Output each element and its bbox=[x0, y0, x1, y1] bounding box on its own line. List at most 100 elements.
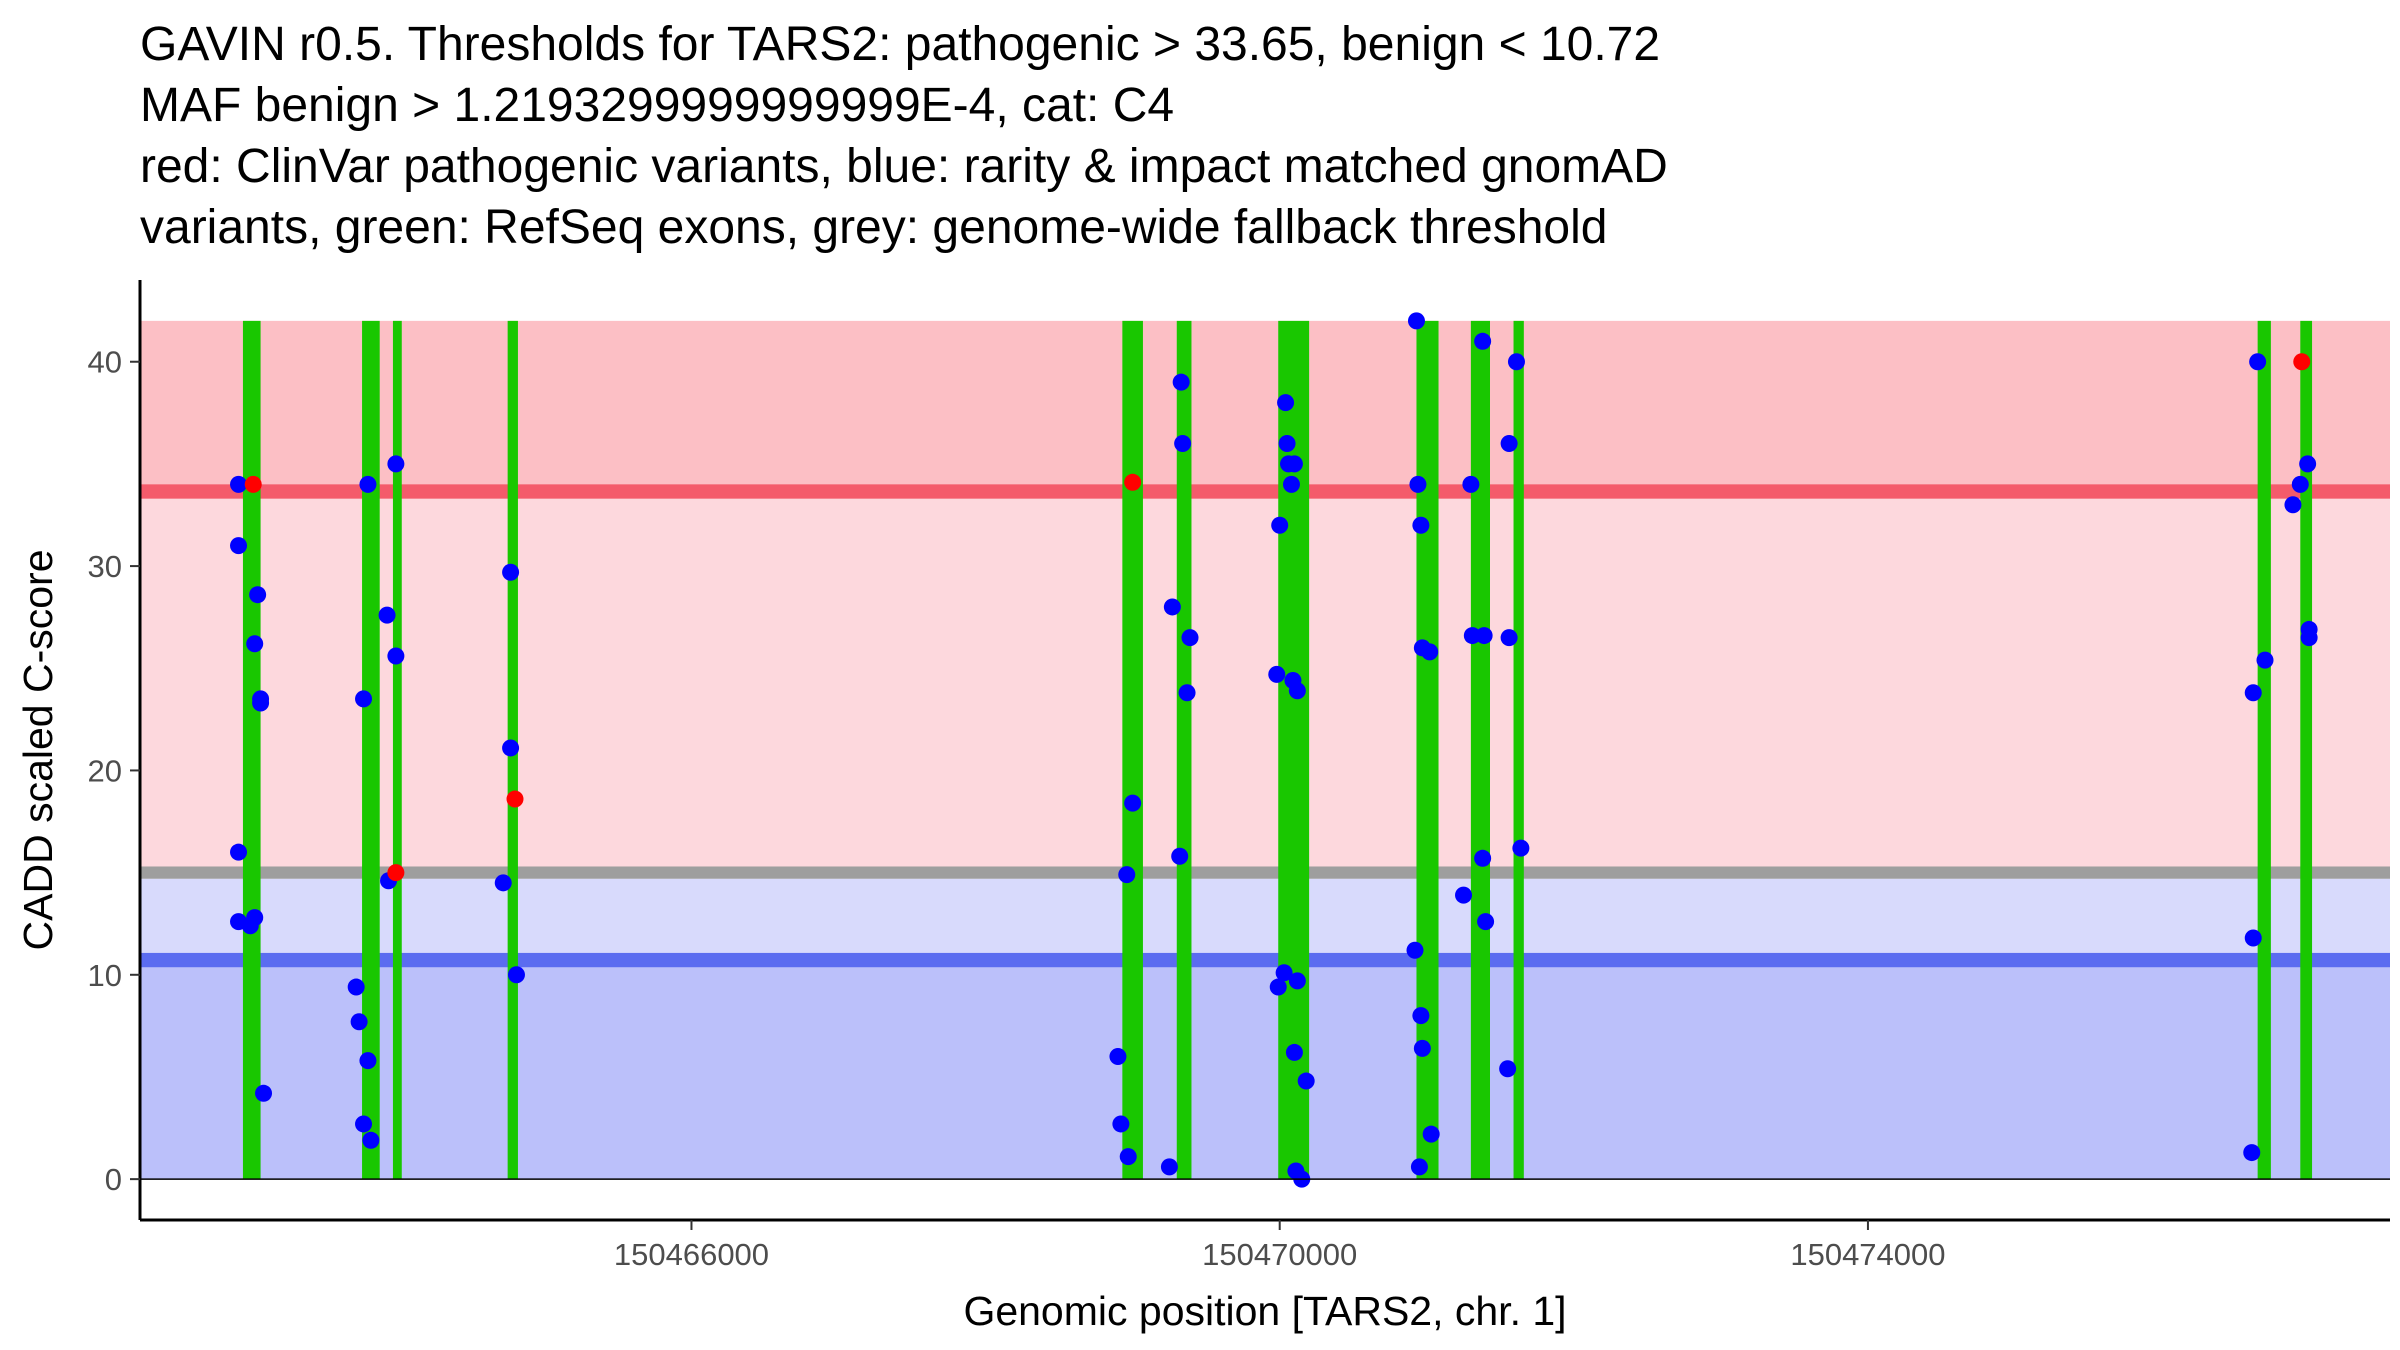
gnomad-point-49 bbox=[1288, 682, 1306, 700]
gnomad-point-74 bbox=[1499, 1060, 1517, 1078]
data-points bbox=[230, 312, 2318, 1188]
title-line-2: MAF benign > 1.2193299999999999E-4, cat:… bbox=[140, 79, 1175, 132]
gnomad-point-26 bbox=[507, 966, 525, 984]
pathogenic-band-mid bbox=[140, 491, 2390, 867]
gnomad-point-11 bbox=[255, 1084, 273, 1102]
gnomad-point-86 bbox=[2300, 629, 2318, 647]
gnomad-point-40 bbox=[1269, 978, 1287, 996]
gnomad-point-22 bbox=[387, 647, 405, 665]
exon-11 bbox=[2257, 320, 2271, 1180]
gnomad-point-8 bbox=[252, 694, 270, 712]
pathogenic-band-top bbox=[140, 320, 2390, 492]
gnomad-point-57 bbox=[1406, 941, 1424, 959]
gnomad-point-76 bbox=[1512, 839, 1530, 857]
gnomad-point-84 bbox=[2299, 455, 2317, 473]
benign-band-mid bbox=[140, 878, 2390, 961]
gnomad-point-15 bbox=[359, 475, 377, 493]
gnomad-point-71 bbox=[1477, 913, 1495, 931]
gnomad-point-35 bbox=[1174, 434, 1192, 452]
gnomad-point-43 bbox=[1277, 394, 1295, 412]
gnomad-point-78 bbox=[2244, 929, 2262, 947]
threshold-bands bbox=[140, 320, 2390, 1180]
gnomad-point-3 bbox=[230, 843, 248, 861]
gnomad-point-10 bbox=[241, 917, 259, 935]
clinvar-point-5 bbox=[2293, 353, 2311, 371]
title-line-1: GAVIN r0.5. Thresholds for TARS2: pathog… bbox=[140, 18, 1661, 71]
gnomad-point-6 bbox=[246, 635, 264, 653]
gnomad-point-19 bbox=[378, 606, 396, 624]
x-tick-label-1: 150466000 bbox=[614, 1237, 769, 1272]
gnomad-point-73 bbox=[1500, 629, 1518, 647]
gnomad-point-61 bbox=[1413, 1039, 1431, 1057]
gnomad-point-67 bbox=[1463, 627, 1481, 645]
y-tick-label-40: 40 bbox=[88, 345, 122, 380]
chart-title: GAVIN r0.5. Thresholds for TARS2: pathog… bbox=[140, 14, 2380, 258]
gnomad-point-51 bbox=[1285, 1043, 1303, 1061]
exon-12 bbox=[2300, 320, 2313, 1180]
gnomad-point-14 bbox=[355, 690, 373, 708]
gnomad-point-29 bbox=[1119, 1148, 1137, 1166]
exon-2 bbox=[362, 320, 380, 1180]
gnomad-point-39 bbox=[1268, 665, 1286, 683]
gnomad-point-33 bbox=[1163, 598, 1181, 616]
exon-9 bbox=[1470, 320, 1490, 1180]
x-tick-label-2: 150470000 bbox=[1202, 1237, 1357, 1272]
gnomad-point-30 bbox=[1118, 866, 1136, 884]
gnomad-point-16 bbox=[359, 1052, 377, 1070]
gnomad-point-17 bbox=[355, 1115, 373, 1133]
gnomad-point-46 bbox=[1282, 475, 1300, 493]
clinvar-point-1 bbox=[244, 475, 262, 493]
fallback-threshold-line bbox=[140, 866, 2390, 879]
gnomad-point-50 bbox=[1288, 972, 1306, 990]
gnomad-point-63 bbox=[1421, 643, 1439, 661]
exon-layer bbox=[242, 320, 2313, 1180]
benign-band-low bbox=[140, 960, 2390, 1180]
gnomad-point-24 bbox=[502, 563, 520, 581]
gnomad-point-44 bbox=[1278, 434, 1296, 452]
gnomad-point-58 bbox=[1412, 516, 1430, 534]
gnomad-point-25 bbox=[502, 739, 520, 757]
exon-3 bbox=[392, 320, 402, 1180]
gnomad-point-31 bbox=[1124, 794, 1142, 812]
title-line-4: variants, green: RefSeq exons, grey: gen… bbox=[140, 201, 1608, 254]
exon-10 bbox=[1513, 320, 1524, 1180]
gnomad-point-72 bbox=[1500, 434, 1518, 452]
gnomad-point-32 bbox=[1160, 1158, 1178, 1176]
exon-8 bbox=[1416, 320, 1439, 1180]
gnomad-point-75 bbox=[1507, 353, 1525, 371]
gnomad-point-60 bbox=[1412, 1007, 1430, 1025]
gnomad-point-80 bbox=[2249, 353, 2267, 371]
benign-threshold-line bbox=[140, 952, 2390, 968]
gnomad-point-5 bbox=[249, 586, 267, 604]
exon-6 bbox=[1176, 320, 1192, 1180]
gnomad-point-83 bbox=[2291, 475, 2309, 493]
y-tick-label-30: 30 bbox=[88, 549, 122, 584]
gnomad-point-47 bbox=[1285, 455, 1303, 473]
gnomad-point-70 bbox=[1474, 849, 1492, 867]
gnomad-point-41 bbox=[1271, 516, 1289, 534]
pathogenic-threshold-line bbox=[140, 484, 2390, 499]
axes: 0 10 20 30 40 150466000 150470000 150474000 bbox=[88, 280, 2390, 1272]
gnomad-point-42 bbox=[1275, 964, 1293, 982]
gnomad-point-62 bbox=[1410, 1158, 1428, 1176]
gnomad-point-21 bbox=[387, 455, 405, 473]
gnomad-point-23 bbox=[494, 874, 512, 892]
gnomad-point-13 bbox=[350, 1013, 368, 1031]
gnomad-point-68 bbox=[1474, 332, 1492, 350]
clinvar-point-3 bbox=[506, 790, 524, 808]
exon-5 bbox=[1122, 320, 1143, 1180]
gnomad-point-1 bbox=[230, 475, 248, 493]
gnomad-point-37 bbox=[1178, 684, 1196, 702]
gnomad-point-36 bbox=[1181, 629, 1199, 647]
gnomad-point-81 bbox=[2256, 651, 2274, 669]
gnomad-point-65 bbox=[1455, 886, 1473, 904]
gnomad-point-77 bbox=[2244, 684, 2262, 702]
gnomad-point-66 bbox=[1462, 475, 1480, 493]
y-tick-label-0: 0 bbox=[105, 1162, 122, 1197]
y-tick-label-10: 10 bbox=[88, 958, 122, 993]
gnomad-point-12 bbox=[347, 978, 365, 996]
gnomad-point-64 bbox=[1422, 1125, 1440, 1143]
gnomad-point-55 bbox=[1407, 312, 1425, 330]
gnomad-point-18 bbox=[362, 1131, 380, 1149]
